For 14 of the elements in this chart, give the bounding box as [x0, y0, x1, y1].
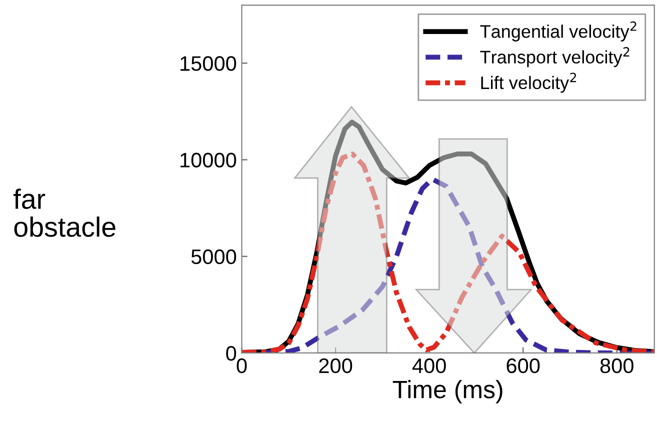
legend-label: Tangential velocity$^{2}$: [480, 21, 636, 42]
x-axis-title: Time (ms): [392, 380, 502, 404]
text: far obstacle: [14, 188, 116, 237]
y-tick-label: 15000: [180, 56, 236, 71]
x-tick-label: 600: [506, 358, 540, 374]
x-tick-label: 200: [319, 358, 352, 374]
x-tick-label: 0: [236, 358, 247, 374]
legend-label: Transport velocity$^{2}$: [480, 47, 630, 68]
x-tick-label: 800: [600, 358, 634, 374]
legend-label: Lift velocity$^{2}$: [481, 72, 576, 93]
y-tick-label: 10000: [180, 152, 236, 168]
y-tick-label: 0: [226, 346, 236, 361]
x-tick-label: 400: [412, 358, 446, 374]
y-tick-label: 5000: [191, 249, 236, 264]
